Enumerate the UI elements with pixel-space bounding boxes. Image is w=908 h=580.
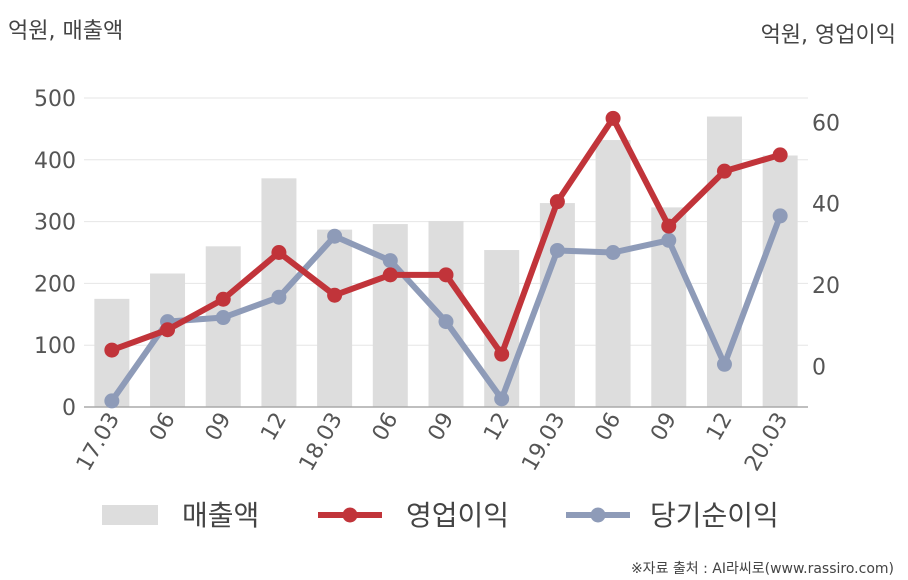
x-axis-ticks: 17.03 06 09 12 18.03 06 09 12 19.03 06 09 12 20.03	[72, 409, 793, 476]
right-axis-ticks: 0 20 40 60	[812, 111, 840, 380]
x-tick-label: 06	[368, 409, 404, 446]
revenue-bar	[317, 229, 353, 407]
operating-profit-point	[605, 110, 621, 126]
net-profit-point	[605, 245, 621, 260]
x-tick-label: 19.03	[517, 409, 570, 476]
net-profit-point	[549, 242, 565, 258]
left-axis-ticks: 0 100 200 300 400 500	[34, 87, 76, 421]
x-tick-label: 09	[646, 409, 682, 446]
left-tick-label: 100	[34, 334, 76, 359]
legend-label-net-profit: 당기순이익	[650, 499, 779, 532]
operating-profit-point	[215, 291, 231, 307]
x-tick-label: 20.03	[740, 409, 793, 476]
x-tick-label: 09	[424, 409, 460, 446]
net-profit-point	[104, 393, 120, 409]
left-tick-label: 200	[34, 272, 76, 297]
legend-marker-net-profit	[590, 507, 606, 523]
revenue-bar	[205, 246, 241, 407]
operating-profit-point	[494, 346, 510, 362]
net-profit-point	[382, 253, 398, 269]
net-profit-point	[772, 208, 788, 224]
x-tick-label: 12	[702, 409, 738, 446]
operating-profit-point	[772, 147, 788, 163]
left-axis-unit-label: 억원, 매출액	[8, 19, 123, 44]
line-series	[104, 110, 788, 409]
x-tick-label: 12	[479, 409, 515, 446]
x-tick-label: 12	[256, 409, 292, 446]
right-axis-unit-label: 억원, 영업이익	[761, 23, 896, 48]
net-profit-point	[271, 289, 287, 305]
revenue-bar	[595, 140, 631, 408]
x-tick-label: 09	[201, 409, 237, 446]
operating-profit-point	[327, 287, 343, 303]
operating-profit-point	[716, 163, 732, 179]
net-profit-point	[327, 228, 343, 244]
right-tick-label: 40	[812, 193, 840, 218]
operating-profit-point	[271, 245, 287, 260]
operating-profit-point	[438, 267, 454, 283]
net-profit-point	[661, 232, 677, 248]
right-tick-label: 0	[812, 355, 826, 380]
legend: 매출액 영업이익 당기순이익	[102, 499, 779, 532]
right-tick-label: 20	[812, 274, 840, 299]
revenue-bar	[762, 155, 798, 407]
x-tick-label: 06	[591, 409, 627, 446]
net-profit-point	[716, 356, 732, 372]
operating-profit-point	[382, 267, 398, 283]
net-profit-point	[494, 391, 510, 407]
operating-profit-point	[661, 218, 677, 234]
x-tick-label: 18.03	[295, 409, 348, 476]
left-tick-label: 400	[34, 149, 76, 174]
left-tick-label: 0	[62, 396, 76, 421]
net-profit-point	[215, 310, 231, 326]
revenue-bar	[372, 224, 408, 407]
legend-swatch-revenue	[102, 505, 158, 525]
legend-marker-operating-profit	[342, 507, 358, 523]
revenue-bar	[428, 220, 464, 407]
x-tick-label: 17.03	[72, 409, 125, 476]
right-tick-label: 60	[812, 111, 840, 136]
source-note: ※자료 출처 : AI라씨로(www.rassiro.com)	[631, 561, 894, 577]
legend-label-revenue: 매출액	[182, 499, 259, 532]
operating-profit-point	[104, 342, 120, 358]
left-tick-label: 500	[34, 87, 76, 112]
x-tick-label: 06	[145, 409, 181, 446]
net-profit-point	[438, 314, 454, 330]
legend-label-operating-profit: 영업이익	[406, 499, 509, 532]
operating-profit-point	[160, 322, 176, 338]
left-tick-label: 300	[34, 211, 76, 236]
operating-profit-point	[549, 194, 565, 210]
revenue-bars	[94, 116, 798, 408]
